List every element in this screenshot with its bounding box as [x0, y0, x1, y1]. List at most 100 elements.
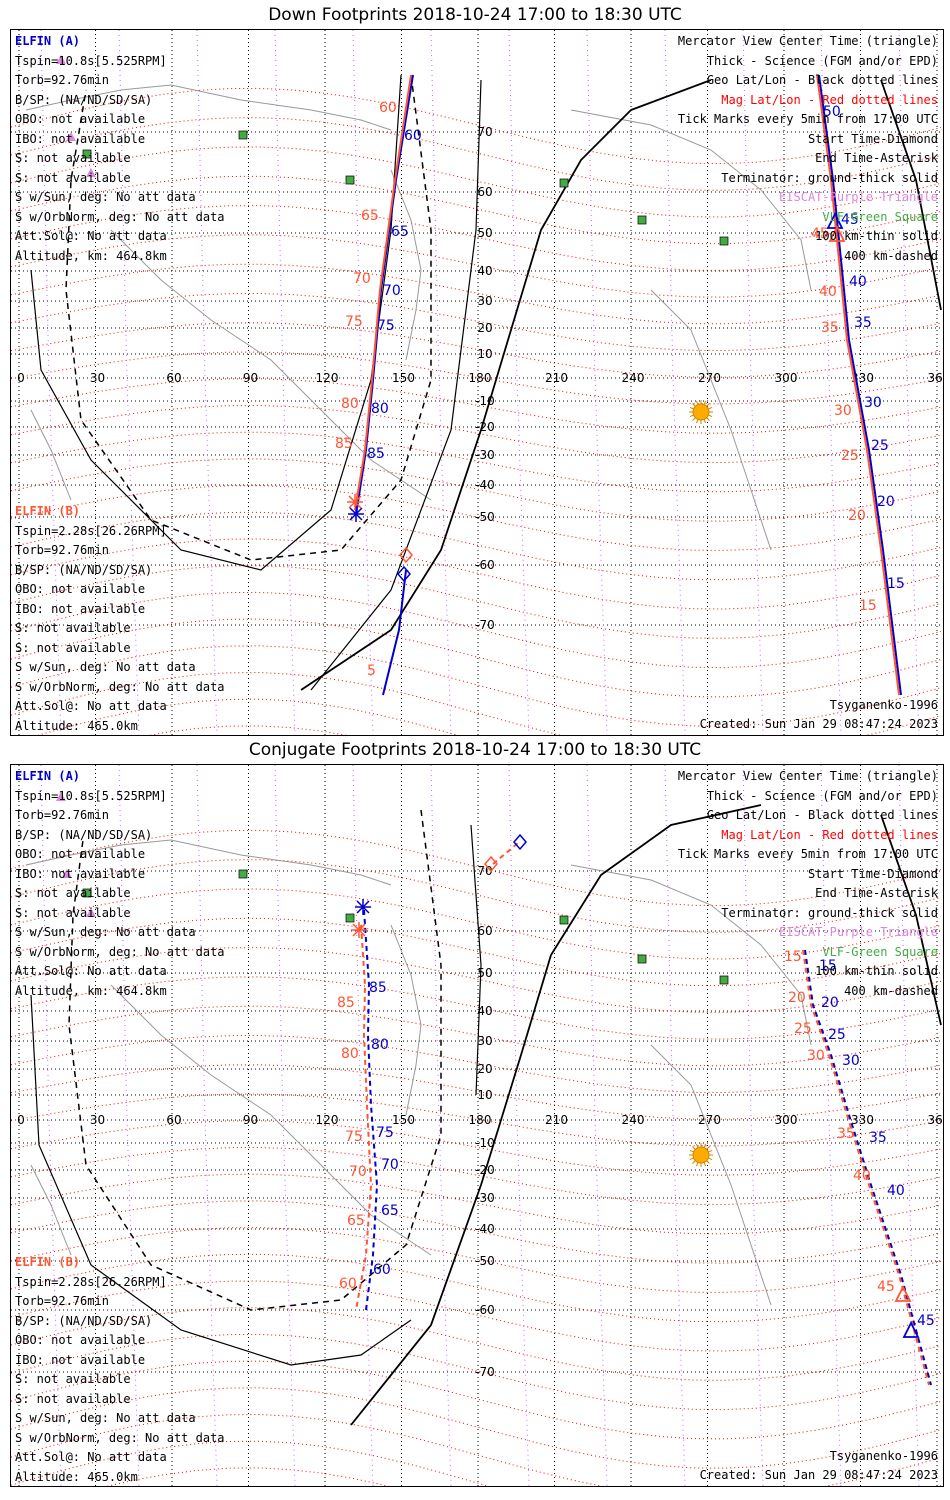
end-time-asterisk [356, 900, 370, 914]
info-line: Att.Sol@: No att data [15, 964, 167, 978]
coastline [570, 109, 812, 291]
legend-line: VLF-Green Square [822, 944, 938, 959]
trace-mlat-label: 45 [917, 1313, 935, 1329]
info-line: S: not available [15, 170, 131, 185]
lat-tick-label: 70 [477, 125, 492, 139]
sun-ray [706, 417, 710, 421]
mag-lat-line [11, 645, 942, 727]
sun-ray [708, 406, 713, 410]
info-line: Altitude: 465.0km [15, 718, 138, 733]
mag-lat-line [11, 322, 942, 378]
legend-line: Mercator View Center Time (triangle) [677, 769, 938, 783]
lat-tick-label: -30 [475, 448, 495, 462]
info-line: S w/Sun, deg: No att data [15, 660, 196, 674]
legend-line: Tick Marks every 5min from 17:00 UTC [677, 847, 938, 861]
legend-line: Mercator View Center Time (triangle) [677, 34, 938, 48]
mag-lat-line [11, 292, 942, 352]
terminator-curve [30, 74, 402, 571]
trace-mlat-label: 70 [353, 271, 371, 287]
elfin-footprint-trace [818, 74, 902, 696]
lat-tick-label: 40 [477, 1004, 492, 1018]
sun-ray [706, 1146, 710, 1150]
terminator-curve [65, 74, 432, 561]
lat-tick-label: -60 [475, 558, 495, 572]
end-time-asterisk [352, 923, 366, 937]
trace-mlat-label: 25 [828, 1027, 846, 1043]
legend-line: Terminator: ground-thick solid [721, 905, 938, 920]
start-time-diamond [484, 855, 498, 873]
elfin-a-info: ELFIN (A) Tspin=10.8s[5.525RPM] Torb=92.… [15, 767, 225, 1001]
info-line: IBO: not available [15, 601, 146, 616]
lon-tick-label: 30 [90, 371, 105, 385]
eiscat-marker [56, 792, 66, 801]
mag-lat-line [11, 888, 942, 960]
start-time-diamond [399, 546, 413, 564]
info-line: S: not available [15, 1391, 131, 1406]
lon-tick-label: 0 [17, 1113, 25, 1127]
vlf-station-marker [238, 130, 248, 140]
lon-tick-label: 300 [775, 1113, 798, 1127]
trace-mlat-label: 45 [841, 212, 859, 228]
legend-line: VLF-Green Square [822, 209, 938, 224]
mag-lon-line [430, 765, 452, 1486]
mag-lat-line [11, 378, 942, 434]
trace-mlat-label: 80 [371, 401, 389, 417]
info-line: S w/OrbNorm, deg: No att data [15, 944, 225, 959]
center-time-triangle [894, 1284, 912, 1302]
legend-line: 100 km-thin solid [815, 229, 938, 243]
lon-tick-label: 210 [545, 371, 568, 385]
legend-line: Start Time-Diamond [807, 131, 938, 146]
elfin-a-name: ELFIN (A) [15, 769, 81, 783]
mag-lon-line [586, 765, 608, 1486]
eiscat-marker [56, 55, 66, 64]
info-line: S w/OrbNorm, deg: No att data [15, 209, 225, 224]
trace-mlat-label: 20 [821, 995, 839, 1011]
vlf-station-marker [637, 954, 647, 964]
trace-mlat-label: 35 [837, 1126, 855, 1142]
mag-lat-line [11, 1253, 942, 1323]
legend-line: Thick - Science (FGM and/or EPD) [706, 53, 938, 68]
mag-lon-line [742, 765, 764, 1486]
lat-tick-label: -30 [475, 1191, 495, 1205]
lat-tick-label: 30 [477, 294, 492, 308]
sun-ray [692, 1160, 696, 1164]
conjugate-footprints-panel: 0 30 60 90 120 150 180 210 240 270 300 330 360 70 60 50… [10, 764, 944, 1487]
trace-mlat-label: 75 [377, 318, 395, 334]
info-line: B/SP: (NA/ND/SD/SA) [15, 1313, 153, 1328]
trace-mlat-label: 35 [821, 320, 839, 336]
eiscat-marker [66, 132, 76, 141]
mag-lat-line [11, 263, 942, 325]
lat-tick-label: -10 [475, 1136, 495, 1150]
lat-tick-label: -70 [475, 618, 495, 632]
legend-line: Thick - Science (FGM and/or EPD) [706, 788, 938, 803]
vlf-station-marker [238, 869, 248, 879]
trace-mlat-label: 30 [807, 1048, 825, 1064]
terminator-curve [880, 79, 942, 311]
trace-mlat-label: 25 [841, 448, 859, 464]
trace-mlat-label: 30 [842, 1053, 860, 1069]
lat-tick-label: 30 [477, 1034, 492, 1048]
info-line: OBO: not available [15, 582, 146, 596]
elfin-footprint-trace [355, 924, 373, 1311]
lat-tick-label: 50 [477, 966, 492, 980]
trace-mlat-label: 20 [848, 508, 866, 524]
trace-mlat-label: 40 [849, 274, 867, 290]
panel-title: Conjugate Footprints 2018-10-24 17:00 to… [248, 740, 702, 760]
lon-tick-label: 30 [90, 1113, 105, 1127]
trace-mlat-label: 20 [877, 494, 895, 510]
lon-tick-label: 150 [392, 1113, 415, 1127]
end-time-asterisk [349, 507, 363, 521]
trace-mlat-label: 75 [345, 1129, 363, 1145]
elfin-b-info: ELFIN (B) Tspin=2.28s[26.26RPM] Torb=92.… [15, 502, 225, 735]
sun-ray [692, 417, 696, 421]
coastline [340, 429, 432, 501]
legend-line: 400 km-dashed [844, 983, 938, 998]
trace-mlat-label: 85 [335, 436, 353, 452]
trace-mlat-label: 30 [864, 395, 882, 411]
sun-ray [703, 1143, 707, 1148]
coastline [110, 984, 342, 1186]
mag-lon-line [898, 765, 920, 1486]
trace-mlat-label: 80 [341, 1046, 359, 1062]
lat-tick-label: -60 [475, 1303, 495, 1317]
coastline [25, 839, 392, 886]
